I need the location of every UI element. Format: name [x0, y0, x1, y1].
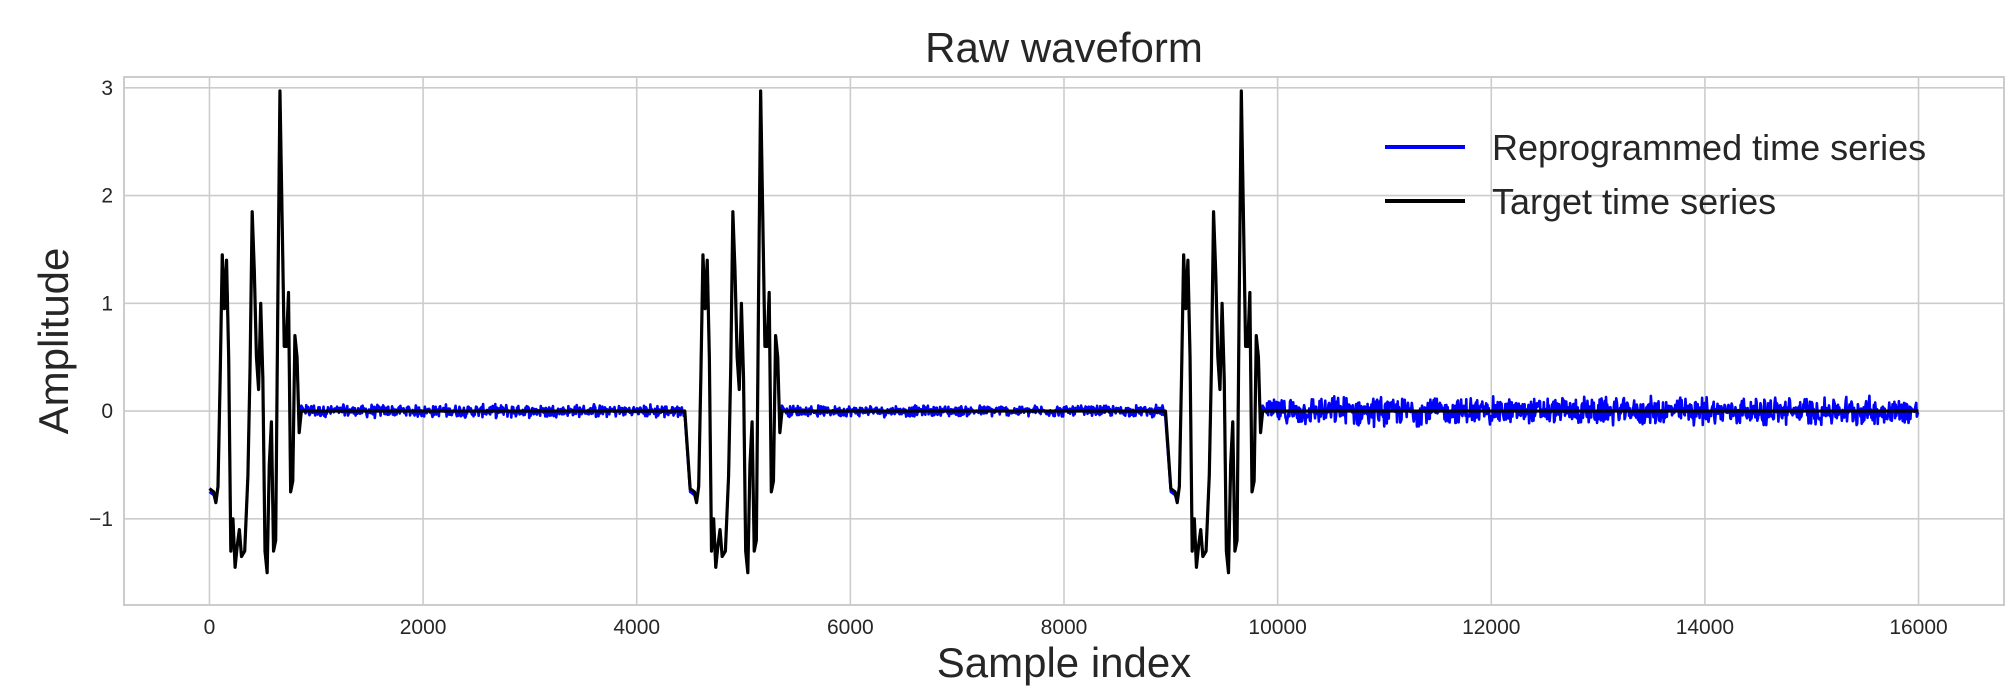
plot-frame [123, 76, 2005, 606]
x-tick-label: 0 [204, 616, 216, 639]
x-tick-label: 4000 [613, 616, 660, 639]
x-tick-label: 16000 [1889, 616, 1947, 639]
x-tick-label: 10000 [1248, 616, 1306, 639]
legend-label-target: Target time series [1492, 181, 1776, 222]
chart-title: Raw waveform [925, 24, 1203, 71]
y-axis-title: Amplitude [30, 248, 77, 435]
legend-label-reprogrammed: Reprogrammed time series [1492, 127, 1926, 168]
x-tick-labels: 0 2000 4000 6000 8000 10000 12000 14000 16000 [204, 616, 1948, 639]
series-layer [208, 89, 1920, 575]
y-tick-label: 2 [101, 185, 113, 208]
series-line-target [208, 89, 1919, 575]
y-tick-label: 3 [101, 77, 113, 100]
x-tick-label: 8000 [1041, 616, 1088, 639]
x-tick-label: 12000 [1462, 616, 1520, 639]
x-tick-label: 14000 [1676, 616, 1734, 639]
x-tick-label: 6000 [827, 616, 874, 639]
x-tick-label: 2000 [400, 616, 447, 639]
y-tick-label: 1 [101, 292, 113, 315]
y-tick-labels: −1 0 1 2 3 [89, 77, 113, 531]
legend: Reprogrammed time series Target time ser… [1385, 127, 1926, 222]
x-axis-title: Sample index [937, 639, 1191, 686]
y-tick-label: −1 [89, 508, 113, 531]
y-tick-label: 0 [101, 400, 113, 423]
